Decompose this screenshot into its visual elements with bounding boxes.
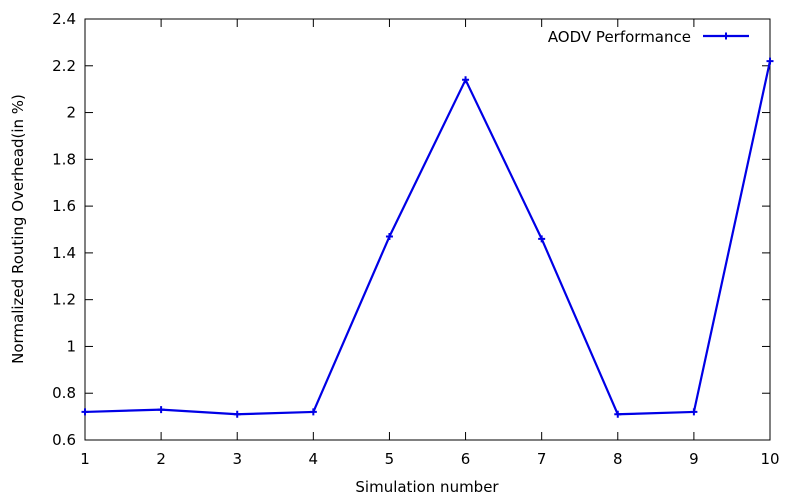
x-tick-label: 1 [80,450,90,468]
legend-marker [722,32,730,40]
y-tick-label: 1.6 [52,197,76,215]
y-tick-label: 2 [66,104,76,122]
plot-frame [84,18,771,441]
data-point [462,76,470,84]
data-point [233,410,241,418]
x-tick-label: 7 [537,450,547,468]
x-tick-label: 2 [156,450,166,468]
y-tick-label: 1.4 [52,244,76,262]
data-point [538,235,546,243]
data-point [385,233,393,241]
x-tick-label: 4 [309,450,319,468]
x-axis-label: Simulation number [355,478,499,496]
legend: AODV Performance [548,28,749,46]
legend-marker-point [722,32,730,40]
x-tick-label: 5 [385,450,395,468]
data-point [157,406,165,414]
y-tick-label: 0.8 [52,384,76,402]
x-tick-label: 10 [760,450,779,468]
y-tick-label: 2.4 [52,10,76,28]
y-tick-label: 2.2 [52,57,76,75]
y-tick-label: 0.6 [52,431,76,449]
x-tick-label: 3 [232,450,242,468]
y-tick-label: 1 [66,337,76,355]
y-axis-label: Normalized Routing Overhead(in %) [9,94,27,364]
x-tick-label: 9 [689,450,699,468]
y-axis: 0.6 0.8 1 1.2 1.4 1.6 1.8 2 2.2 2.4 [52,10,770,449]
x-axis: 1 2 3 4 5 6 7 8 9 10 [80,19,780,468]
data-point [614,410,622,418]
x-tick-label: 6 [461,450,471,468]
data-point [309,408,317,416]
series-line [84,60,772,416]
legend-label: AODV Performance [548,28,691,46]
x-tick-label: 8 [613,450,623,468]
y-tick-label: 1.2 [52,291,76,309]
data-point [766,57,774,65]
y-tick-label: 1.8 [52,150,76,168]
data-point [690,408,698,416]
series-layer [81,57,774,418]
data-point [81,408,89,416]
